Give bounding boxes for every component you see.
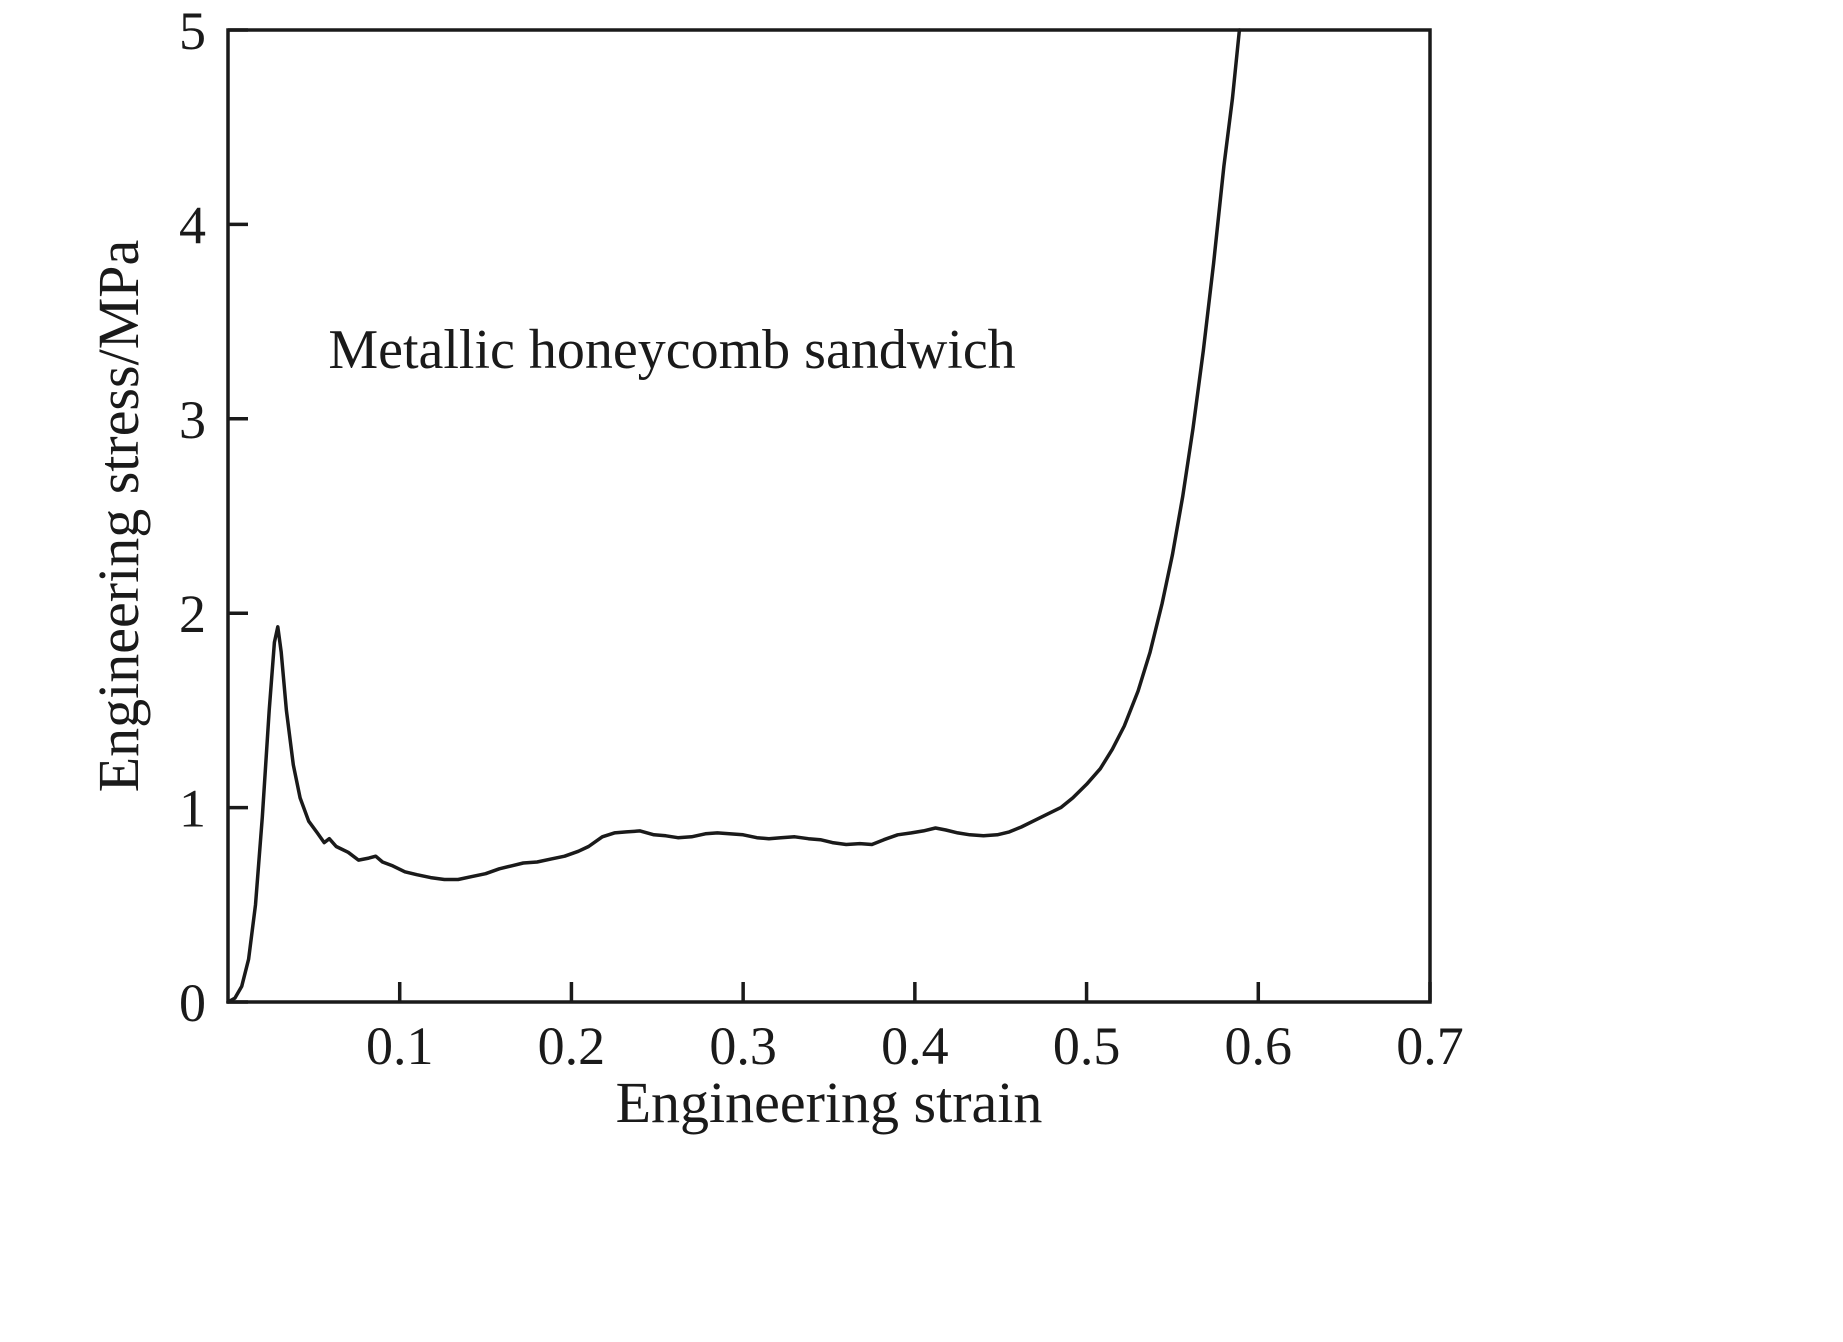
axis-ticks	[228, 28, 1432, 1004]
x-tick-label: 0.1	[366, 1016, 434, 1076]
y-tick-label: 5	[179, 1, 206, 61]
y-tick-label: 3	[179, 390, 206, 450]
x-tick-label: 0.3	[709, 1016, 777, 1076]
x-axis-label: Engineering strain	[616, 1070, 1043, 1135]
stress-strain-curve	[226, 28, 1242, 1004]
y-tick-label: 2	[179, 584, 206, 644]
x-tick-label: 0.4	[881, 1016, 949, 1076]
y-tick-label: 4	[179, 195, 206, 255]
x-tick-label: 0.7	[1396, 1016, 1464, 1076]
x-tick-label: 0.6	[1225, 1016, 1293, 1076]
plot-area-border	[226, 28, 1432, 1004]
axis-tick-labels: 0.1 0.2 0.3 0.4 0.5 0.6 0.7 0 1 2 3 4 5	[179, 1, 1464, 1076]
x-tick-label: 0.5	[1053, 1016, 1121, 1076]
y-tick-label: 0	[179, 973, 206, 1033]
series-annotation: Metallic honeycomb sandwich	[328, 319, 1015, 381]
x-tick-label: 0.2	[538, 1016, 606, 1076]
y-axis-label: Engineering stress/MPa	[86, 240, 151, 793]
y-tick-label: 1	[179, 779, 206, 839]
